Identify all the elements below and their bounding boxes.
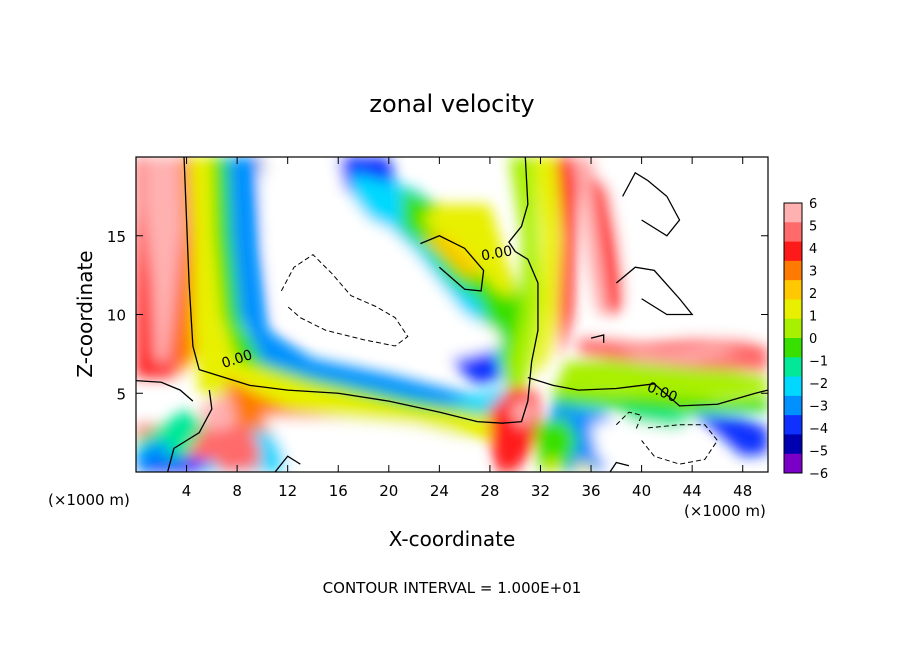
- colorbar-label: 0: [809, 332, 817, 347]
- contour-line-dashed: [615, 411, 643, 432]
- velocity-field: [136, 157, 768, 472]
- x-axis-label: X-coordinate: [389, 527, 516, 551]
- contour-line-solid: [274, 455, 301, 472]
- field-blank-region: [262, 157, 503, 362]
- field-region: [420, 235, 482, 279]
- colorbar-label: −5: [809, 445, 828, 460]
- plot-area: [136, 157, 768, 472]
- field-region: [508, 157, 541, 409]
- colorbar-label: −2: [809, 377, 828, 392]
- colorbar-swatch: [784, 338, 802, 358]
- x-tick-label: 28: [480, 482, 499, 500]
- x-unit-label-right: (×1000 m): [684, 502, 766, 520]
- field-region: [445, 385, 509, 413]
- contour-line-solid: [183, 157, 539, 424]
- x-unit-label-left: (×1000 m): [48, 491, 130, 509]
- field-region: [556, 157, 579, 362]
- contour-line-solid: [609, 461, 630, 472]
- y-axis: 5 10 15: [107, 228, 768, 403]
- x-tick-label: 20: [379, 482, 398, 500]
- field-region: [508, 396, 535, 428]
- field-region: [142, 157, 185, 362]
- colorbar-swatch: [784, 299, 802, 320]
- field-blank-region: [262, 416, 484, 472]
- field-region: [553, 358, 768, 402]
- colorbar-label: 5: [809, 220, 817, 235]
- colorbar-label: 3: [809, 265, 817, 280]
- colorbar-swatch: [784, 453, 802, 474]
- colorbar-label: −3: [809, 400, 828, 415]
- contour-line-solid: [590, 334, 605, 343]
- contour-line-dashed: [641, 424, 719, 465]
- colorbar-label: 2: [809, 287, 817, 302]
- x-tick-label: 48: [733, 482, 752, 500]
- x-axis: 4 8 12 16 20 24 28 32 36 40 44 48: [182, 157, 752, 500]
- x-tick-label: 32: [531, 482, 550, 500]
- colorbar-swatch: [784, 395, 802, 416]
- field-region: [350, 172, 516, 362]
- x-tick-label: 36: [581, 482, 600, 500]
- colorbar-swatch: [784, 260, 802, 281]
- field-region: [136, 440, 174, 472]
- contour-line-solid: [136, 380, 194, 402]
- y-tick-label: 10: [107, 307, 126, 325]
- contour-line-solid: [420, 235, 485, 292]
- field-region: [534, 416, 579, 472]
- field-region: [692, 413, 768, 457]
- contour-line-solid: [166, 390, 213, 472]
- colorbar-swatch: [784, 203, 802, 223]
- colorbar-swatch: [784, 357, 802, 378]
- field-region: [553, 393, 768, 414]
- field-region: [575, 462, 592, 472]
- field-region: [142, 456, 212, 472]
- y-axis-label: Z-coordinate: [73, 250, 97, 377]
- colorbar-swatch: [784, 318, 802, 339]
- colorbar-label: 1: [809, 310, 817, 325]
- x-tick-label: 44: [683, 482, 702, 500]
- x-tick-label: 12: [278, 482, 297, 500]
- contour-line-solid: [527, 376, 768, 407]
- contour-interval-footer: CONTOUR INTERVAL = 1.000E+01: [323, 579, 582, 597]
- field-region: [546, 459, 560, 472]
- contour-label: 0.00: [480, 243, 513, 264]
- contour-line-solid: [622, 171, 681, 237]
- field-region: [616, 346, 743, 362]
- colorbar-label: 4: [809, 242, 817, 257]
- colorbar-label: −1: [809, 355, 828, 370]
- y-tick-label: 15: [107, 228, 126, 246]
- colorbar: 6 5 4 3 2 1 0 −1 −2 −3 −4 −5 −6: [783, 197, 828, 482]
- colorbar-swatch: [784, 222, 802, 243]
- y-tick-label: 5: [116, 385, 126, 403]
- colorbar-label: 6: [809, 197, 817, 212]
- colorbar-swatch: [784, 280, 802, 300]
- chart-title: zonal velocity: [369, 90, 534, 118]
- contour-line-dashed: [280, 254, 409, 347]
- x-tick-label: 24: [430, 482, 449, 500]
- field-region: [591, 172, 623, 315]
- field-blank-region: [591, 420, 705, 472]
- field-region: [205, 448, 263, 472]
- x-tick-label: 8: [232, 482, 242, 500]
- field-blank-region: [597, 157, 768, 339]
- field-region: [534, 157, 560, 378]
- contour-lines: [136, 157, 768, 472]
- x-tick-label: 4: [182, 482, 192, 500]
- colorbar-swatch: [784, 241, 802, 262]
- colorbar-swatch: [784, 376, 802, 397]
- x-tick-label: 16: [329, 482, 348, 500]
- colorbar-swatch: [784, 434, 802, 455]
- field-region: [572, 157, 610, 315]
- contour-line-solid: [615, 266, 694, 316]
- colorbar-label: −6: [809, 467, 828, 482]
- colorbar-frame: [783, 202, 803, 474]
- colorbar-label: −4: [809, 422, 828, 437]
- colorbar-swatch: [784, 415, 802, 435]
- x-tick-label: 40: [632, 482, 651, 500]
- field-region: [228, 157, 503, 413]
